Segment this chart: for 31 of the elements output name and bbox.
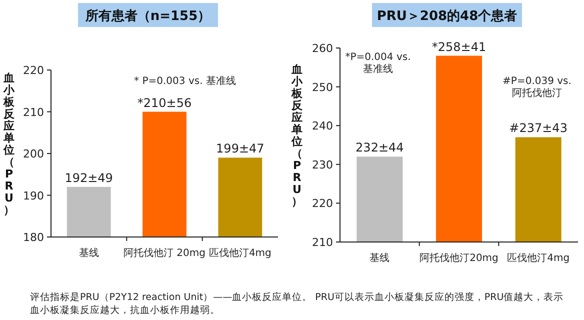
x-tick-label: 基线 [78, 247, 99, 259]
annotation: * P=0.003 vs. 基准线 [134, 75, 236, 87]
annotation: *P=0.004 vs. 基准线 [345, 52, 411, 75]
data-label: 199±47 [216, 142, 264, 156]
y-tick-label: 220 [312, 197, 333, 210]
x-tick-label: 匹伐他汀4mg [208, 247, 272, 259]
data-label: 232±44 [356, 140, 404, 155]
data-label: #237±43 [509, 121, 568, 136]
text: 血小板反应单位（PRU） [292, 63, 302, 208]
y-tick-label: 190 [23, 189, 44, 202]
chart-title: 所有患者（n=155） [84, 8, 211, 24]
x-tick-label: 匹伐他汀4mg [507, 252, 570, 264]
data-label: 192±49 [64, 170, 113, 185]
y-tick-label: 200 [23, 148, 44, 160]
text: 血小板反应单位（PRU） [4, 72, 14, 216]
x-tick-label: 阿托伐他汀 20mg [124, 247, 206, 259]
y-tick-label: 230 [312, 158, 333, 172]
x-tick-label: 阿托伐他汀20mg [420, 252, 498, 264]
chart-title: PRU＞208的48个患者 [376, 8, 518, 24]
y-tick-label: 210 [312, 236, 333, 249]
y-tick-label: 220 [23, 64, 44, 77]
text: 评估指标是PRU（P2Y12 reaction Unit）——血小板反应单位。 PRU可以表示血小板凝集反应的强度，PRU值越大，表示血小板凝集反应越大，抗血小板作用越弱。 [30, 291, 565, 317]
y-tick-label: 250 [312, 80, 333, 94]
data-label: *210±56 [137, 96, 192, 110]
y-tick-label: 210 [23, 106, 44, 119]
annotation: #P=0.039 vs. 阿托伐他汀 [502, 76, 572, 99]
y-tick-label: 240 [312, 120, 333, 133]
y-tick-label: 180 [23, 231, 44, 244]
data-label: *258±41 [432, 40, 486, 54]
x-tick-label: 基线 [370, 252, 390, 264]
y-tick-label: 260 [312, 42, 333, 55]
